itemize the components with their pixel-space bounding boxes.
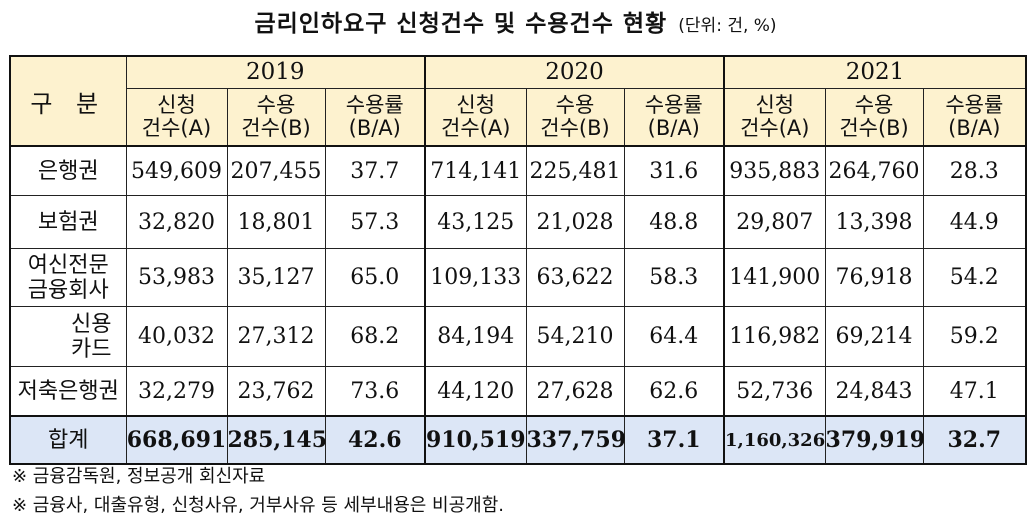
table-cell: 48.8 bbox=[623, 195, 725, 249]
table-cell: 31.6 bbox=[623, 145, 725, 196]
table-cell: 27,312 bbox=[226, 306, 326, 367]
table-cell: 141,900 bbox=[723, 248, 826, 307]
sub-header-cell: 수용률 (B/A) bbox=[922, 87, 1027, 147]
sub-header-cell: 신청 건수(A) bbox=[125, 87, 228, 147]
table-row: 보험권 32,820 18,801 57.3 43,125 21,028 48.… bbox=[9, 195, 1027, 249]
sub-header-cell: 수용률 (B/A) bbox=[623, 87, 725, 147]
table-cell: 64.4 bbox=[623, 306, 725, 367]
table-cell: 62.6 bbox=[623, 366, 725, 417]
table-cell: 18,801 bbox=[226, 195, 326, 249]
table-cell: 21,028 bbox=[525, 195, 625, 249]
table-cell: 264,760 bbox=[824, 145, 924, 196]
table-cell: 32.7 bbox=[922, 415, 1027, 465]
table-cell: 13,398 bbox=[824, 195, 924, 249]
table-cell: 1,160,326 bbox=[723, 415, 826, 465]
table-cell: 27,628 bbox=[525, 366, 625, 417]
table-cell: 76,918 bbox=[824, 248, 924, 307]
table-cell: 43,125 bbox=[424, 195, 527, 249]
title-unit: (단위: 건, %) bbox=[678, 16, 777, 36]
year-header-row: 구 분 2019 2020 2021 bbox=[9, 55, 1027, 147]
table-cell: 69,214 bbox=[824, 306, 924, 367]
sub-header-cell: 수용 건수(B) bbox=[525, 87, 625, 147]
table-row: 은행권 549,609 207,455 37.7 714,141 225,481… bbox=[9, 145, 1027, 196]
table-cell: 59.2 bbox=[922, 306, 1027, 367]
table-cell: 910,519 bbox=[424, 415, 527, 465]
table-cell: 68.2 bbox=[324, 306, 426, 367]
total-row: 합계 668,691 285,145 42.6 910,519 337,759 … bbox=[9, 415, 1027, 465]
table-cell: 52,736 bbox=[723, 366, 826, 417]
table-cell: 53,983 bbox=[125, 248, 228, 307]
table-cell: 24,843 bbox=[824, 366, 924, 417]
table-cell: 57.3 bbox=[324, 195, 426, 249]
table-cell: 28.3 bbox=[922, 145, 1027, 196]
sub-header-cell: 신청 건수(A) bbox=[424, 87, 527, 147]
table-cell: 549,609 bbox=[125, 145, 228, 196]
table-row: 여신전문 금융회사 53,983 35,127 65.0 109,133 63,6… bbox=[9, 248, 1027, 307]
table-cell: 379,919 bbox=[824, 415, 925, 465]
table-cell: 32,820 bbox=[125, 195, 228, 249]
title-main: 금리인하요구 신청건수 및 수용건수 현황 bbox=[254, 11, 668, 37]
footnotes: ※ 금융감독원, 정보공개 회신자료 ※ 금융사, 대출유형, 신청사유, 거부… bbox=[12, 462, 504, 520]
row-label: 보험권 bbox=[9, 195, 127, 249]
table-cell: 285,145 bbox=[226, 415, 327, 465]
year-2019-header: 2019 bbox=[125, 55, 426, 89]
table-row: 신용 카드 40,032 27,312 68.2 84,194 54,210 64… bbox=[9, 306, 1027, 367]
sub-header-cell: 수용 건수(B) bbox=[824, 87, 924, 147]
row-label: 은행권 bbox=[9, 145, 127, 196]
footnote: ※ 금융감독원, 정보공개 회신자료 bbox=[12, 466, 266, 487]
table-cell: 47.1 bbox=[922, 366, 1027, 417]
table-cell: 40,032 bbox=[125, 306, 228, 367]
table-cell: 337,759 bbox=[525, 415, 626, 465]
table-cell: 58.3 bbox=[623, 248, 725, 307]
table-cell: 207,455 bbox=[226, 145, 326, 196]
table-cell: 29,807 bbox=[723, 195, 826, 249]
table-cell: 668,691 bbox=[125, 415, 228, 465]
table-cell: 42.6 bbox=[324, 415, 426, 465]
row-label: 여신전문 금융회사 bbox=[9, 248, 127, 307]
table-row: 저축은행권 32,279 23,762 73.6 44,120 27,628 6… bbox=[9, 366, 1027, 417]
table-cell: 84,194 bbox=[424, 306, 527, 367]
table-cell: 63,622 bbox=[525, 248, 625, 307]
table-cell: 116,982 bbox=[723, 306, 826, 367]
sub-header-cell: 신청 건수(A) bbox=[723, 87, 826, 147]
table-cell: 32,279 bbox=[125, 366, 228, 417]
row-label: 신용 카드 bbox=[9, 306, 127, 367]
footnote: ※ 금융사, 대출유형, 신청사유, 거부사유 등 세부내용은 비공개함. bbox=[12, 495, 505, 516]
gubun-header: 구 분 bbox=[9, 55, 127, 147]
total-label: 합계 bbox=[9, 415, 127, 465]
table-cell: 73.6 bbox=[324, 366, 426, 417]
sub-header-cell: 수용 건수(B) bbox=[226, 87, 326, 147]
table-cell: 23,762 bbox=[226, 366, 326, 417]
data-table: 구 분 2019 2020 2021 신청 건수(A) 수용 건수(B) 수용률 (B… bbox=[9, 55, 1028, 465]
table-cell: 54.2 bbox=[922, 248, 1027, 307]
table-cell: 37.7 bbox=[324, 145, 426, 196]
row-label: 저축은행권 bbox=[9, 366, 127, 417]
table-cell: 65.0 bbox=[324, 248, 426, 307]
table-cell: 44,120 bbox=[424, 366, 527, 417]
table-cell: 35,127 bbox=[226, 248, 326, 307]
table-cell: 54,210 bbox=[525, 306, 625, 367]
table-cell: 109,133 bbox=[424, 248, 527, 307]
table-cell: 37.1 bbox=[623, 415, 725, 465]
table-cell: 225,481 bbox=[525, 145, 625, 196]
table-cell: 714,141 bbox=[424, 145, 527, 196]
table-cell: 935,883 bbox=[723, 145, 826, 196]
table-title: 금리인하요구 신청건수 및 수용건수 현황 (단위: 건, %) bbox=[0, 4, 1031, 38]
year-2020-header: 2020 bbox=[423, 55, 725, 89]
year-2021-header: 2021 bbox=[723, 55, 1027, 89]
sub-header-cell: 수용률 (B/A) bbox=[324, 87, 426, 147]
sub-header-row: 신청 건수(A) 수용 건수(B) 수용률 (B/A) 신청 건수(A) 수용 건수(B)… bbox=[10, 87, 1027, 147]
table-cell: 44.9 bbox=[922, 195, 1027, 249]
